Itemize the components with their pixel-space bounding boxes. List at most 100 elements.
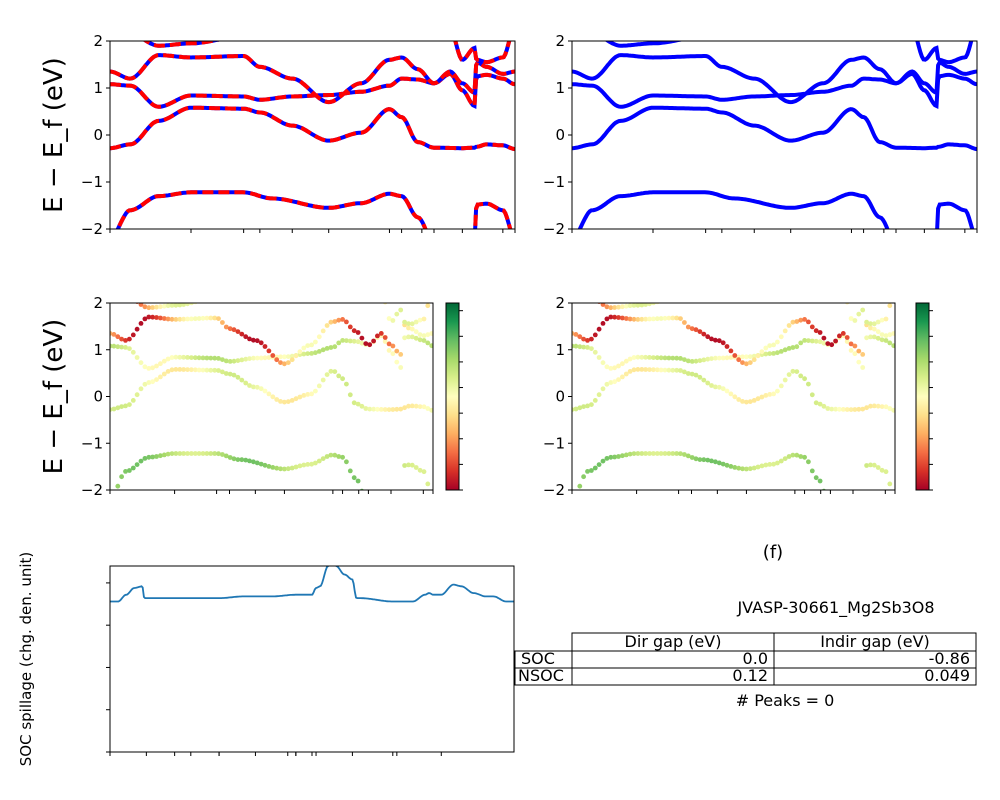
projection-point — [421, 338, 427, 343]
projection-point — [371, 287, 376, 292]
projection-point — [604, 456, 610, 461]
projection-point — [574, 493, 579, 498]
projection-point — [169, 451, 175, 456]
projection-point — [647, 316, 652, 322]
projection-point — [351, 338, 357, 344]
projection-point — [573, 343, 579, 349]
projection-point — [627, 303, 633, 309]
projection-point — [298, 287, 303, 292]
projection-point — [371, 338, 376, 344]
projection-point — [840, 407, 846, 412]
projection-point — [786, 372, 792, 377]
projection-point — [200, 355, 206, 361]
projection-point — [301, 351, 307, 357]
projection-point — [220, 369, 225, 375]
projection-point — [596, 326, 602, 332]
projection-point — [336, 317, 342, 323]
y-axis-label: E − E_f (eV) — [39, 57, 69, 213]
projection-point — [744, 399, 749, 405]
projection-point — [263, 288, 268, 293]
projection-point — [631, 451, 637, 456]
projection-point — [740, 287, 745, 292]
projection-point — [817, 478, 823, 484]
projection-point — [759, 394, 765, 400]
projection-point — [697, 358, 703, 363]
projection-point — [177, 303, 183, 308]
projection-point — [589, 402, 594, 407]
projection-point — [821, 335, 827, 341]
projection-point — [771, 351, 776, 356]
projection-point — [231, 327, 237, 333]
projection-point — [782, 328, 788, 334]
projection-point — [658, 367, 664, 373]
projection-point — [577, 290, 582, 295]
band-line — [604, 41, 974, 65]
y-tick-label: −2 — [543, 220, 565, 238]
projection-point — [192, 367, 198, 373]
projection-point — [585, 403, 590, 409]
projection-point — [409, 334, 415, 340]
projection-point — [328, 452, 334, 458]
projection-point — [871, 462, 877, 468]
projection-point — [278, 399, 283, 404]
projection-point — [169, 355, 175, 360]
projection-point — [243, 380, 249, 386]
projection-point — [682, 320, 687, 325]
projection-point — [701, 331, 707, 337]
projection-point — [720, 461, 726, 467]
projection-point — [883, 469, 889, 475]
projection-point — [639, 316, 645, 322]
projection-point — [154, 315, 159, 320]
projection-point — [316, 349, 322, 354]
projection-point — [635, 451, 641, 456]
projection-point — [332, 369, 338, 374]
projection-point — [666, 355, 672, 361]
projection-point — [837, 406, 842, 412]
projection-point — [146, 454, 152, 460]
projection-point — [713, 459, 718, 465]
projection-point — [810, 287, 815, 292]
projection-point — [413, 329, 419, 335]
projection-point — [126, 336, 132, 342]
projection-point — [293, 396, 299, 402]
projection-point — [154, 454, 159, 459]
band-line — [577, 190, 975, 229]
projection-point — [891, 407, 895, 413]
projection-point — [165, 369, 171, 374]
projection-point — [390, 351, 396, 357]
spillage-line — [110, 566, 514, 603]
projection-point — [181, 354, 187, 360]
projection-point — [356, 287, 361, 292]
projection-point — [600, 458, 606, 464]
y-tick-label: −1 — [543, 173, 565, 191]
projection-point — [293, 353, 299, 359]
projection-point — [119, 404, 124, 409]
projection-point — [309, 461, 314, 467]
projection-point — [138, 360, 144, 366]
projection-point — [852, 343, 858, 349]
points-group — [108, 287, 433, 502]
projection-point — [146, 380, 152, 385]
projection-point — [243, 457, 249, 463]
projection-point — [154, 304, 159, 310]
projection-point — [612, 379, 617, 385]
projection-point — [809, 392, 815, 398]
projection-point — [852, 351, 858, 357]
projection-point — [844, 335, 850, 340]
projection-point — [581, 404, 586, 409]
projection-point — [782, 456, 788, 461]
projection-point — [794, 452, 800, 458]
projection-point — [771, 287, 776, 292]
projection-point — [686, 292, 691, 297]
projection-point — [108, 497, 113, 502]
projection-point — [782, 377, 788, 383]
projection-point — [169, 367, 175, 373]
projection-point — [694, 291, 699, 296]
projection-point — [247, 289, 252, 294]
projection-point — [623, 358, 629, 364]
projection-point — [360, 287, 365, 292]
projection-point — [775, 388, 780, 394]
projection-point — [297, 349, 303, 355]
projection-point — [709, 289, 714, 294]
projection-point — [417, 404, 423, 409]
